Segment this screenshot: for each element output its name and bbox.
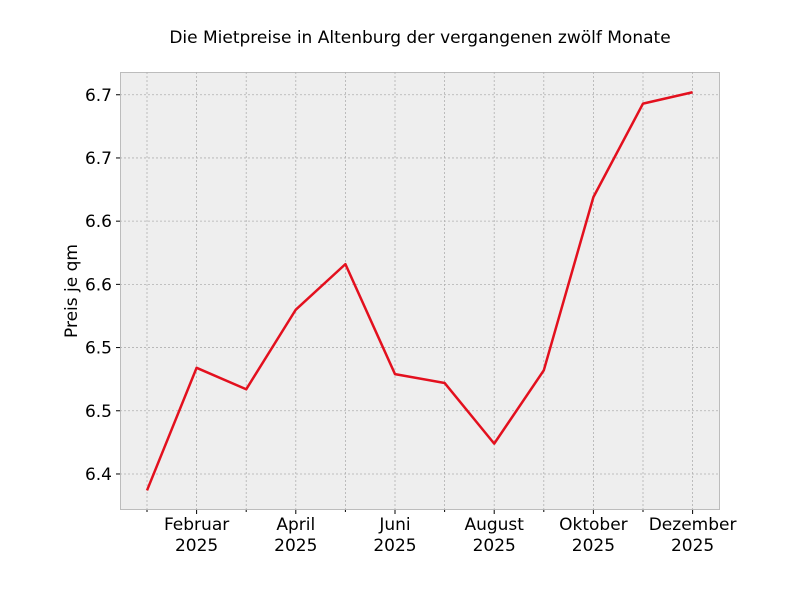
grid	[120, 72, 720, 510]
x-tick-label-year: 2025	[373, 536, 416, 556]
y-tick-label: 6.4	[85, 465, 112, 485]
y-tick-label: 6.6	[85, 212, 112, 232]
plot-area	[120, 72, 720, 510]
y-tick-label: 6.7	[85, 149, 112, 169]
series-line	[145, 91, 693, 491]
y-tick-label: 6.5	[85, 339, 112, 359]
x-tick-label-year: 2025	[175, 536, 218, 556]
x-tick-label: April	[276, 515, 315, 535]
x-tick-label-year: 2025	[473, 536, 516, 556]
y-axis-label: Preis je qm	[62, 244, 82, 338]
x-tick-label: Juni	[378, 515, 410, 535]
x-tick-label: Oktober	[559, 515, 628, 535]
x-tick-label: Dezember	[649, 515, 737, 535]
y-tick-label: 6.5	[85, 402, 112, 422]
series	[145, 91, 693, 491]
ticks: 6.46.56.56.66.66.76.7Februar2025April202…	[85, 86, 737, 556]
x-tick-label: Februar	[164, 515, 229, 535]
y-tick-label: 6.7	[85, 86, 112, 106]
x-tick-label-year: 2025	[572, 536, 615, 556]
y-tick-label: 6.6	[85, 275, 112, 295]
x-tick-label: August	[464, 515, 524, 535]
chart-title: Die Mietpreise in Altenburg der vergange…	[169, 28, 670, 48]
x-tick-label-year: 2025	[274, 536, 317, 556]
x-tick-label-year: 2025	[671, 536, 714, 556]
